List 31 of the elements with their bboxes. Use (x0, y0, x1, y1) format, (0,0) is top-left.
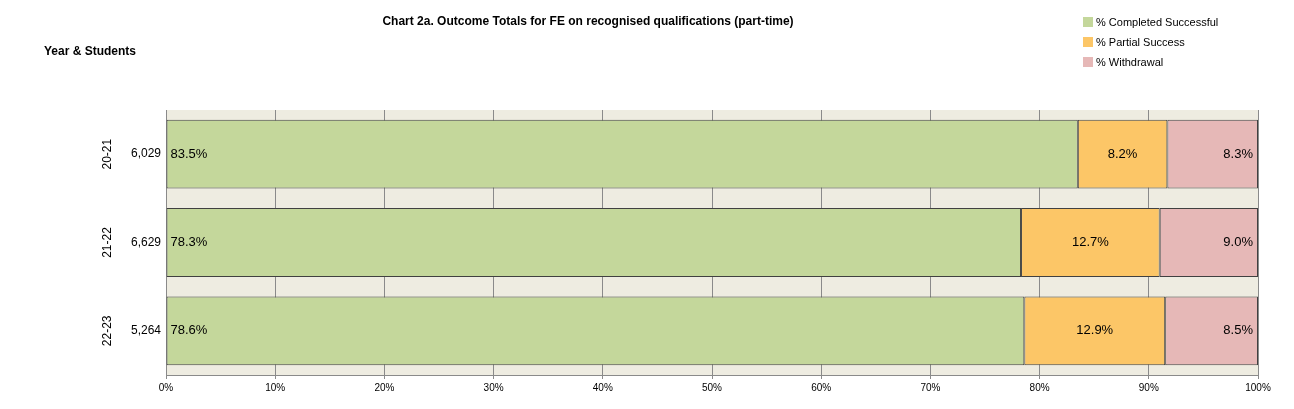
chart-title: Chart 2a. Outcome Totals for FE on recognised qualifications (part-time) (382, 14, 794, 29)
data-label: 8.3% (1223, 145, 1254, 161)
x-tick-label: 60% (811, 381, 832, 393)
legend-label: % Withdrawal (1096, 56, 1164, 68)
x-tick-label: 100% (1245, 381, 1271, 393)
x-tick-label: 30% (483, 381, 504, 393)
y-tick-label: 21-22 (100, 226, 115, 258)
legend-label: % Partial Success (1096, 36, 1185, 48)
data-label: 78.3% (170, 234, 208, 250)
y-tick-label: 20-21 (100, 138, 115, 170)
y-axis-title: Year & Students (44, 44, 137, 59)
x-tick-label: 20% (374, 381, 395, 393)
x-tick-label: 0% (158, 381, 174, 393)
text: 5,264 (130, 323, 162, 338)
y-tick-label: 22-23 (100, 315, 115, 347)
data-label: 12.7% (1071, 234, 1110, 250)
data-label: 8.5% (1223, 322, 1254, 338)
x-tick-label: 80% (1029, 381, 1050, 393)
text: 6,029 (130, 146, 162, 161)
data-label: 12.9% (1076, 322, 1114, 338)
data-label: 9.0% (1223, 234, 1254, 250)
x-tick-label: 70% (920, 381, 941, 393)
data-label: 8.2% (1107, 145, 1138, 161)
data-label: 83.5% (170, 145, 208, 161)
x-tick-label: 90% (1138, 381, 1159, 393)
x-tick-label: 40% (592, 381, 613, 393)
text: 6,629 (130, 234, 162, 249)
legend-label: % Completed Successful (1096, 16, 1219, 28)
x-tick-label: 50% (701, 381, 723, 393)
data-label: 78.6% (170, 322, 208, 338)
x-tick-label: 10% (265, 381, 286, 393)
